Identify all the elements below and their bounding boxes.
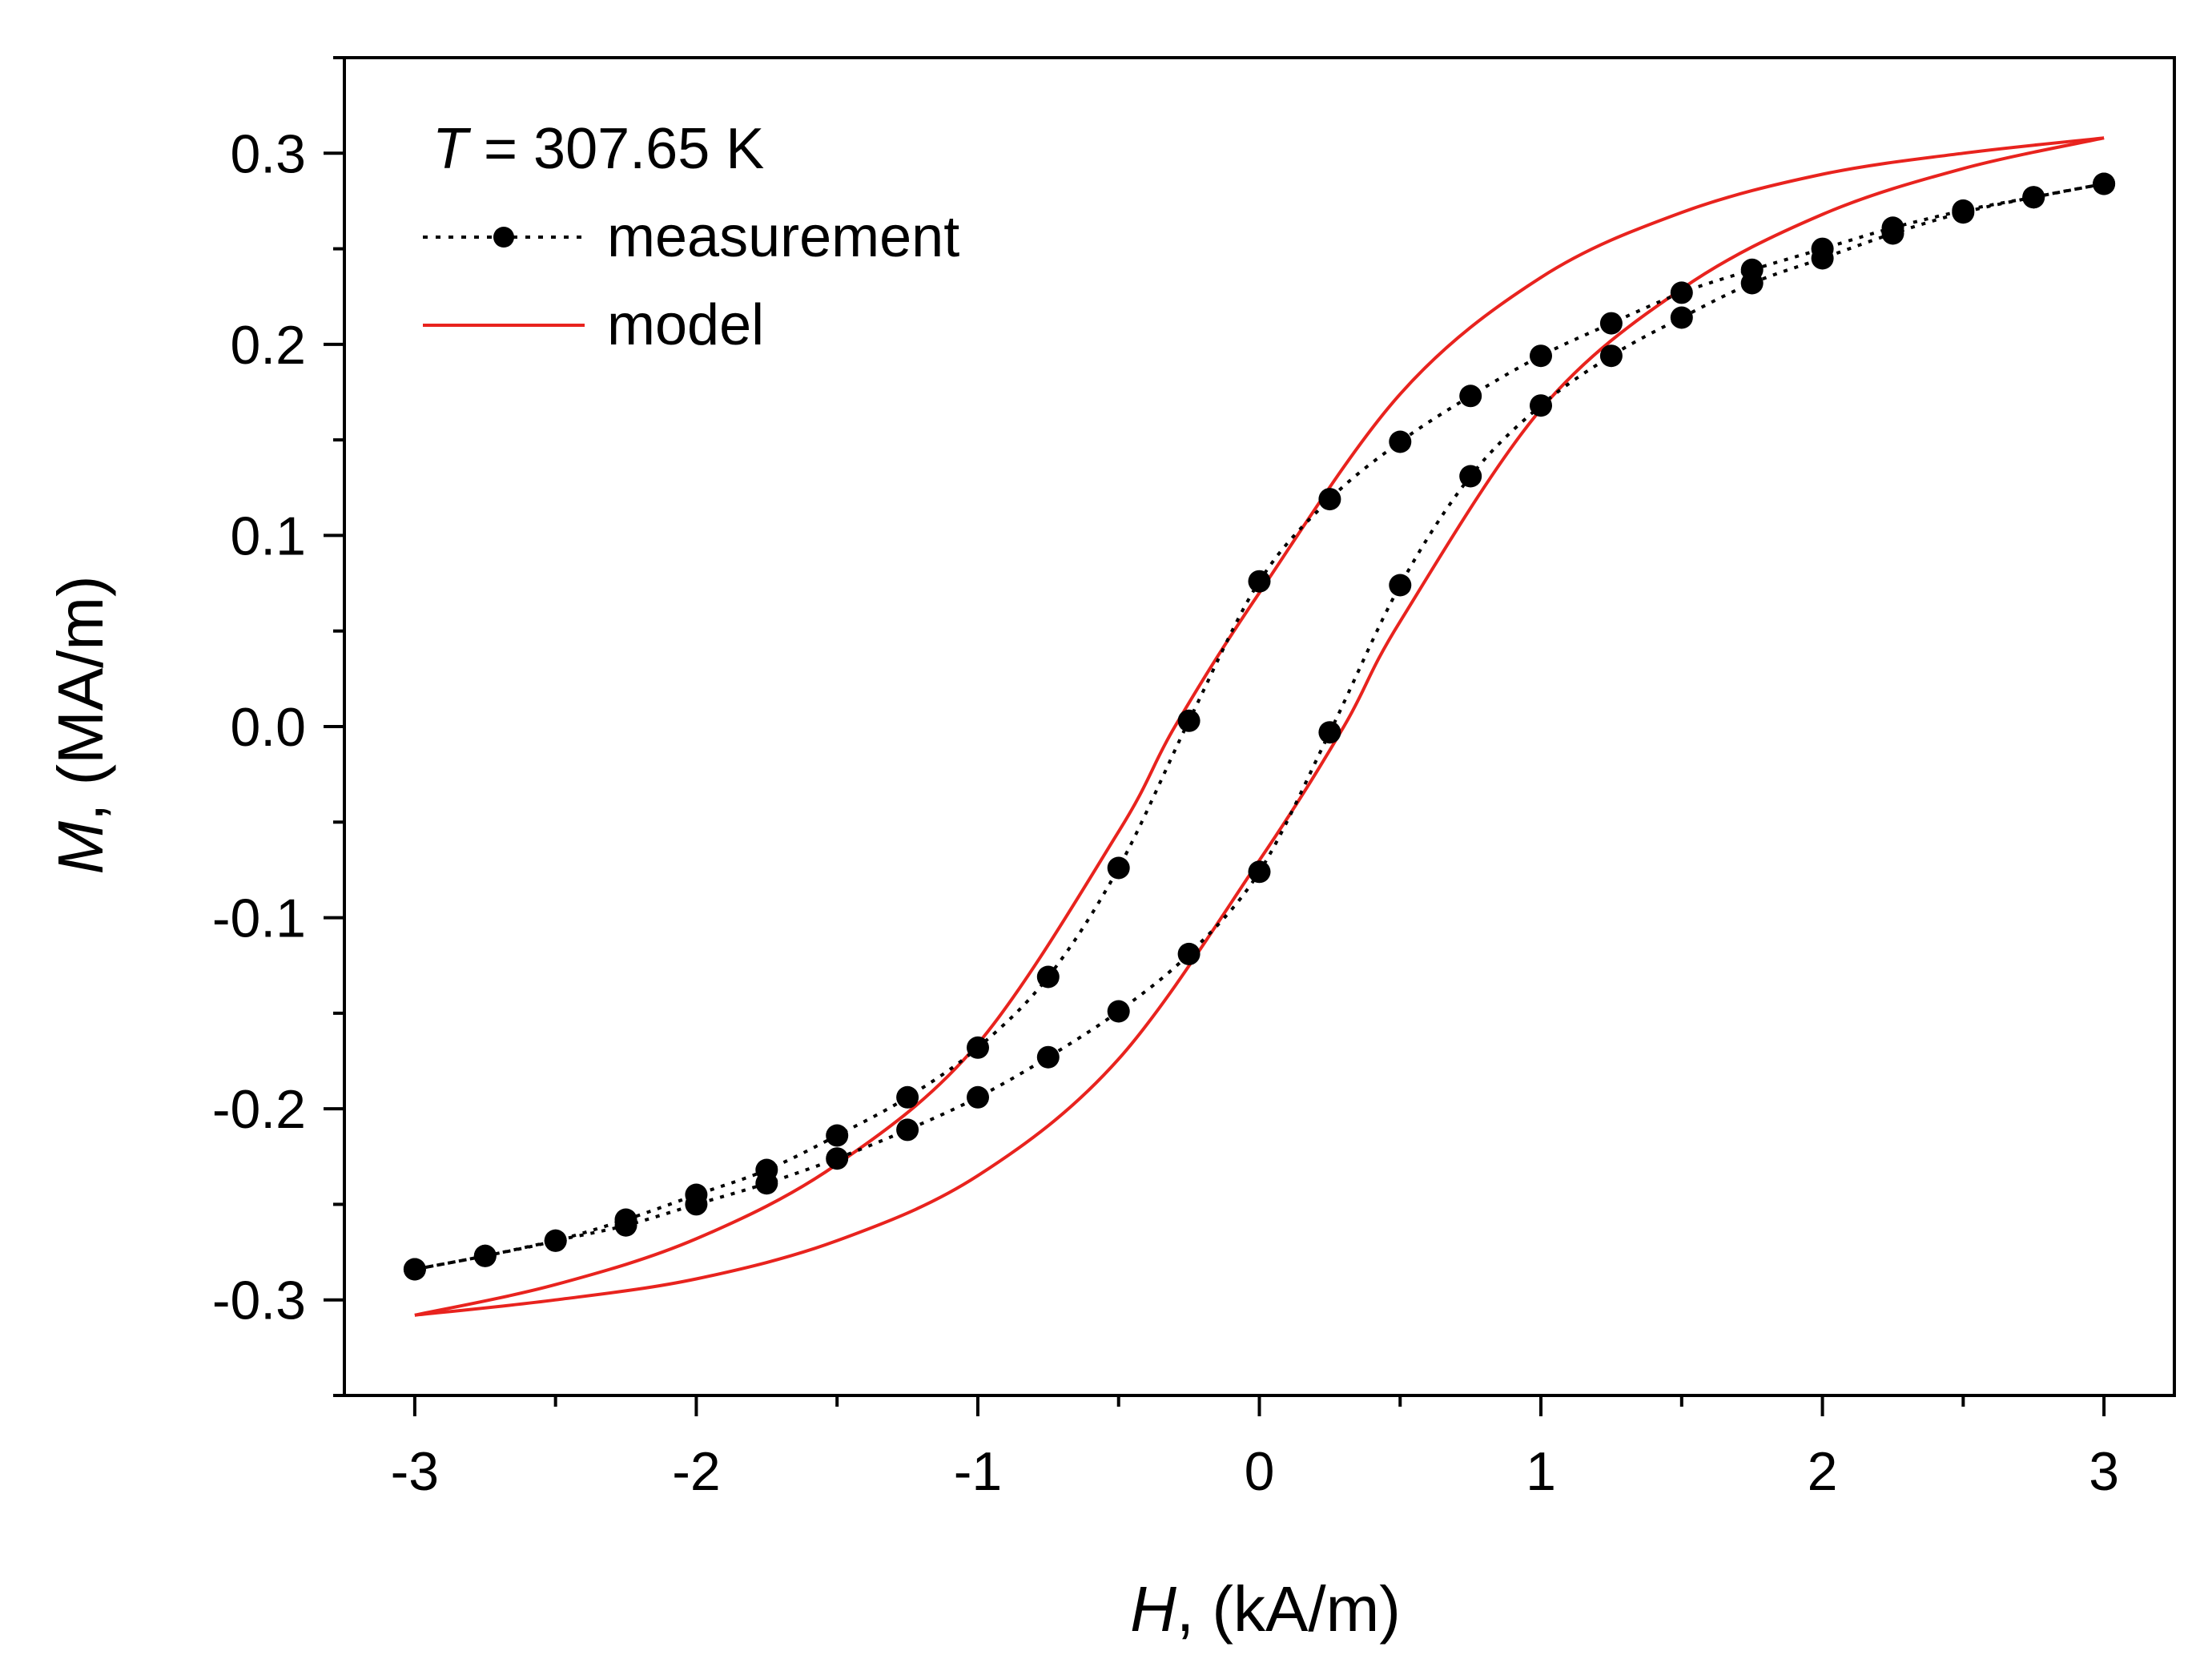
legend-measurement-marker bbox=[493, 227, 514, 248]
measurement-point bbox=[967, 1036, 989, 1059]
measurement-point bbox=[1952, 201, 1975, 224]
y-tick-label: 0.1 bbox=[230, 505, 306, 566]
x-axis-symbol: H bbox=[1130, 1573, 1176, 1645]
y-axis-symbol: M bbox=[45, 821, 116, 875]
y-tick-label: -0.1 bbox=[212, 888, 306, 949]
x-tick-label: 0 bbox=[1245, 1441, 1275, 1502]
measurement-point bbox=[544, 1229, 567, 1252]
measurement-point bbox=[1740, 272, 1764, 295]
measurement-point bbox=[1530, 394, 1552, 417]
measurement-line-1 bbox=[414, 182, 2105, 1271]
measurement-curves bbox=[403, 172, 2116, 1281]
x-tick-label: 1 bbox=[1526, 1441, 1556, 1502]
x-tick-label: 3 bbox=[2089, 1441, 2119, 1502]
temperature-annotation: T = 307.65 K bbox=[432, 117, 764, 181]
x-tick-label: 2 bbox=[1808, 1441, 1838, 1502]
measurement-point bbox=[826, 1147, 849, 1170]
measurement-point bbox=[1107, 1000, 1130, 1023]
measurement-point bbox=[1670, 306, 1693, 329]
legend-measurement-label: measurement bbox=[607, 205, 959, 269]
measurement-point bbox=[1107, 856, 1130, 880]
x-axis-tick-labels: -3 -2 -1 0 1 2 3 bbox=[391, 1441, 2119, 1502]
measurement-point bbox=[1811, 247, 1834, 270]
x-axis-ticks bbox=[412, 1395, 2106, 1416]
y-axis-ticks bbox=[324, 56, 344, 1397]
legend-model-label: model bbox=[607, 293, 764, 357]
measurement-point bbox=[1389, 430, 1412, 453]
measurement-point bbox=[614, 1214, 637, 1237]
legend: measurement model bbox=[423, 205, 959, 357]
x-tick-label: -3 bbox=[391, 1441, 439, 1502]
measurement-point bbox=[1248, 860, 1271, 884]
x-axis-title: H, (kA/m) bbox=[1130, 1573, 1401, 1645]
measurement-point bbox=[1459, 385, 1482, 408]
y-tick-label: -0.2 bbox=[212, 1079, 306, 1140]
measurement-point bbox=[473, 1244, 497, 1267]
measurement-point bbox=[896, 1118, 919, 1142]
y-tick-label: -0.3 bbox=[212, 1270, 306, 1331]
measurement-line-0 bbox=[414, 182, 2105, 1271]
model-curve-2 bbox=[414, 136, 2105, 1317]
measurement-point bbox=[1881, 222, 1904, 245]
measurement-point bbox=[967, 1085, 989, 1109]
y-axis-title: M, (MA/m) bbox=[45, 575, 116, 874]
measurement-point bbox=[896, 1085, 919, 1109]
measurement-point bbox=[685, 1193, 708, 1216]
x-axis-unit: , (kA/m) bbox=[1176, 1573, 1401, 1645]
y-axis-tick-labels: -0.3 -0.2 -0.1 0.0 0.1 0.2 0.3 bbox=[212, 123, 306, 1331]
measurement-point bbox=[1318, 488, 1341, 511]
measurement-point bbox=[755, 1172, 778, 1195]
measurement-point bbox=[826, 1124, 849, 1147]
y-tick-label: 0.2 bbox=[230, 315, 306, 376]
temperature-symbol: T bbox=[432, 117, 472, 181]
y-axis-unit: , (MA/m) bbox=[45, 575, 116, 821]
measurement-point bbox=[1036, 1045, 1060, 1069]
measurement-point bbox=[1248, 570, 1271, 593]
x-tick-label: -1 bbox=[954, 1441, 1002, 1502]
measurement-point bbox=[1177, 709, 1201, 732]
model-curves bbox=[414, 136, 2105, 1317]
measurement-point bbox=[1177, 942, 1201, 965]
measurement-point bbox=[2093, 172, 2116, 195]
measurement-point bbox=[2022, 186, 2045, 209]
measurement-point bbox=[403, 1258, 426, 1281]
temperature-value: = 307.65 K bbox=[468, 117, 764, 181]
measurement-point bbox=[1530, 344, 1552, 368]
model-curve-3 bbox=[414, 136, 2105, 1317]
measurement-point bbox=[1670, 281, 1693, 304]
measurement-point bbox=[1389, 574, 1412, 597]
y-tick-label: 0.3 bbox=[230, 123, 306, 184]
measurement-point bbox=[1599, 344, 1623, 368]
measurement-point bbox=[1036, 965, 1060, 989]
measurement-point bbox=[1318, 721, 1341, 744]
measurement-point bbox=[1459, 465, 1482, 488]
x-tick-label: -2 bbox=[672, 1441, 720, 1502]
plot-area bbox=[403, 136, 2116, 1317]
y-tick-label: 0.0 bbox=[230, 697, 306, 758]
measurement-point bbox=[1599, 312, 1623, 335]
